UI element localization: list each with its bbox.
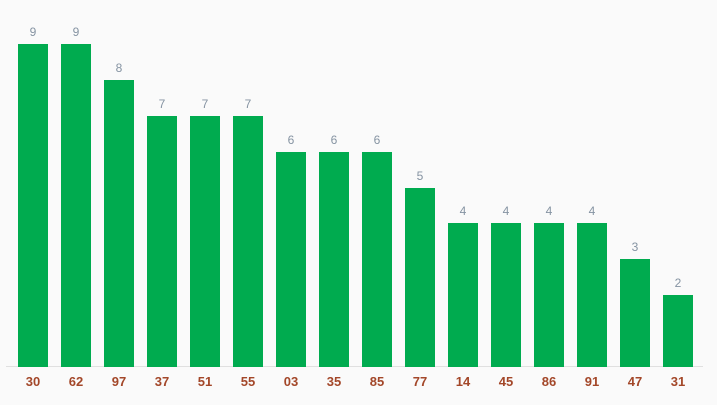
bar[interactable]	[18, 43, 48, 367]
bar-value-label: 5	[416, 168, 424, 183]
bar-category-label: 14	[455, 374, 471, 389]
bar[interactable]	[319, 151, 349, 367]
bar-value-label: 4	[545, 204, 553, 219]
bar-category-label: 03	[283, 374, 299, 389]
bar[interactable]	[104, 79, 134, 367]
bar-value-label: 4	[502, 204, 510, 219]
bar-value-label: 7	[158, 96, 166, 111]
bar-group: 7 55	[233, 97, 263, 389]
bar-category-label: 47	[627, 374, 643, 389]
bar-category-label: 45	[498, 374, 514, 389]
bar-group: 4 91	[577, 204, 607, 389]
x-axis-baseline	[6, 366, 703, 367]
bar-value-label: 6	[287, 132, 295, 147]
bar-value-label: 9	[72, 24, 80, 39]
bar-group: 4 14	[448, 204, 478, 389]
bar-category-label: 35	[326, 374, 342, 389]
bar-category-label: 85	[369, 374, 385, 389]
bar-group: 2 31	[663, 276, 693, 389]
bar-group: 8 97	[104, 61, 134, 389]
bar-group: 9 62	[61, 25, 91, 389]
bar[interactable]	[534, 223, 564, 367]
bar-value-label: 6	[330, 132, 338, 147]
bar[interactable]	[448, 223, 478, 367]
bar-value-label: 7	[244, 96, 252, 111]
bar[interactable]	[276, 151, 306, 367]
bar[interactable]	[491, 223, 521, 367]
bar[interactable]	[620, 259, 650, 367]
bar-group: 3 47	[620, 240, 650, 389]
bar-category-label: 51	[197, 374, 213, 389]
bar-category-label: 77	[412, 374, 428, 389]
bar[interactable]	[405, 187, 435, 367]
bar-value-label: 8	[115, 60, 123, 75]
bar-value-label: 4	[588, 204, 596, 219]
bar-group: 6 35	[319, 133, 349, 389]
bar-category-label: 86	[541, 374, 557, 389]
bar-group: 4 86	[534, 204, 564, 389]
bar-value-label: 4	[459, 204, 467, 219]
bar[interactable]	[577, 223, 607, 367]
bar-category-label: 91	[584, 374, 600, 389]
bar[interactable]	[190, 115, 220, 367]
bar-group: 6 03	[276, 133, 306, 389]
bar[interactable]	[233, 115, 263, 367]
bar-value-label: 2	[674, 276, 682, 291]
bar-group: 7 37	[147, 97, 177, 389]
bar-category-label: 31	[670, 374, 686, 389]
bar-category-label: 37	[154, 374, 170, 389]
bar-value-label: 3	[631, 240, 639, 255]
bar[interactable]	[147, 115, 177, 367]
bar-value-label: 6	[373, 132, 381, 147]
bar-value-label: 9	[29, 24, 37, 39]
bar[interactable]	[61, 43, 91, 367]
bar-category-label: 30	[25, 374, 41, 389]
bar-group: 4 45	[491, 204, 521, 389]
bar[interactable]	[362, 151, 392, 367]
bar-group: 9 30	[18, 25, 48, 389]
bar-value-label: 7	[201, 96, 209, 111]
bar-category-label: 97	[111, 374, 127, 389]
bar-group: 7 51	[190, 97, 220, 389]
bar[interactable]	[663, 295, 693, 367]
bar-group: 6 85	[362, 133, 392, 389]
bar-category-label: 62	[68, 374, 84, 389]
bar-category-label: 55	[240, 374, 256, 389]
bar-group: 5 77	[405, 169, 435, 389]
